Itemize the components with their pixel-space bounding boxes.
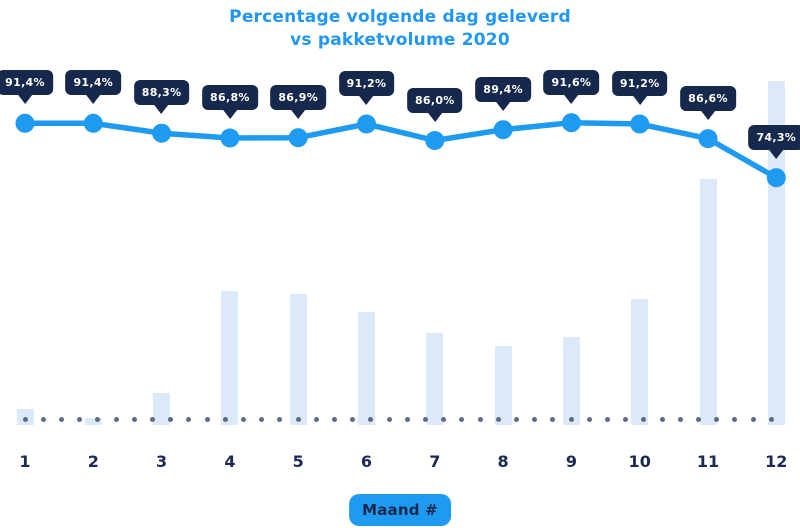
line-point-marker-11 xyxy=(698,129,718,149)
x-tick-label-11: 11 xyxy=(696,452,720,471)
baseline-dot xyxy=(40,416,46,422)
volume-bar-4 xyxy=(221,291,239,425)
x-tick-label-8: 8 xyxy=(497,452,509,471)
volume-bar-12 xyxy=(767,81,785,425)
chart-title: Percentage volgende dag geleverd vs pakk… xyxy=(0,6,800,52)
volume-bar-8 xyxy=(494,346,512,425)
x-tick-label-4: 4 xyxy=(224,452,236,471)
line-point-marker-8 xyxy=(493,120,513,140)
x-tick-label-10: 10 xyxy=(628,452,651,471)
baseline-dot xyxy=(604,416,610,422)
baseline-dot xyxy=(495,416,501,422)
volume-bar-2 xyxy=(84,418,102,425)
value-tooltip-6: 91,2% xyxy=(338,71,395,96)
baseline-dot xyxy=(623,416,629,422)
chart-title-line1: Percentage volgende dag geleverd xyxy=(229,7,571,27)
baseline-dot xyxy=(113,416,119,422)
baseline-dot xyxy=(313,416,319,422)
x-tick-label-9: 9 xyxy=(565,452,577,471)
value-tooltip-4: 86,8% xyxy=(202,85,258,110)
baseline-dot xyxy=(222,416,228,422)
value-tooltip-7: 86,0% xyxy=(406,87,463,113)
line-point-marker-2 xyxy=(83,113,103,133)
baseline-dot xyxy=(513,416,519,422)
baseline-dot xyxy=(350,416,356,422)
baseline-dot xyxy=(277,416,283,422)
volume-bar-7 xyxy=(426,333,444,425)
volume-bar-9 xyxy=(562,337,580,425)
volume-bar-11 xyxy=(699,179,717,425)
line-point-marker-3 xyxy=(152,123,172,143)
baseline-dot xyxy=(550,416,556,422)
baseline-dot xyxy=(58,416,64,422)
baseline-dot xyxy=(477,416,483,422)
baseline-dot xyxy=(459,416,465,422)
volume-bar-3 xyxy=(153,393,171,425)
value-tooltip-10: 91,2% xyxy=(611,71,668,96)
line-point-marker-6 xyxy=(357,114,376,134)
baseline-dot xyxy=(131,416,137,422)
baseline-dot xyxy=(441,416,447,422)
baseline-dot xyxy=(259,416,265,422)
x-tick-label-3: 3 xyxy=(156,452,168,471)
x-tick-label-12: 12 xyxy=(765,452,788,471)
value-tooltip-2: 91,4% xyxy=(65,70,122,96)
baseline-dot xyxy=(641,416,647,422)
line-point-marker-10 xyxy=(630,114,650,134)
baseline-dot xyxy=(659,416,665,422)
baseline-dot xyxy=(77,416,83,422)
x-tick-label-7: 7 xyxy=(429,452,441,471)
x-tick-label-2: 2 xyxy=(87,452,99,471)
baseline-dot xyxy=(568,416,574,422)
volume-bar-10 xyxy=(631,299,649,425)
baseline-dot xyxy=(331,416,337,422)
value-tooltip-5: 86,9% xyxy=(270,84,327,110)
delivery-percentage-line xyxy=(22,119,780,181)
baseline-dot xyxy=(240,416,246,422)
baseline-dot xyxy=(714,416,720,422)
baseline-dot xyxy=(368,416,374,422)
value-tooltip-12: 74,3% xyxy=(748,124,800,150)
chart-title-line2: vs pakketvolume 2020 xyxy=(290,30,510,50)
baseline-dot xyxy=(732,416,738,422)
baseline-dot xyxy=(386,416,392,422)
baseline-dot xyxy=(677,416,683,422)
baseline-dot xyxy=(204,416,210,422)
baseline-dot xyxy=(695,416,701,422)
line-point-marker-7 xyxy=(425,131,445,150)
baseline-dot xyxy=(95,416,101,422)
value-tooltip-3: 88,3% xyxy=(133,80,190,106)
line-point-marker-1 xyxy=(15,113,35,133)
volume-bar-5 xyxy=(289,294,307,425)
baseline-dot xyxy=(532,416,538,422)
baseline-dot xyxy=(22,416,28,422)
line-point-marker-4 xyxy=(220,128,240,148)
baseline-dot xyxy=(404,416,410,422)
x-axis-label-badge: Maand # xyxy=(349,494,451,526)
baseline-dot xyxy=(586,416,592,422)
baseline-dot xyxy=(186,416,192,422)
value-tooltip-9: 91,6% xyxy=(543,69,600,95)
line-point-marker-12 xyxy=(766,168,786,188)
baseline-dot xyxy=(295,416,301,422)
baseline-dot xyxy=(168,416,174,422)
x-tick-label-6: 6 xyxy=(360,452,373,471)
baseline-dot xyxy=(149,416,155,422)
value-tooltip-1: 91,4% xyxy=(0,70,53,96)
baseline-dot xyxy=(768,416,774,422)
value-tooltip-8: 89,4% xyxy=(475,76,531,102)
baseline-dot xyxy=(422,416,428,422)
value-tooltip-11: 86,6% xyxy=(680,85,736,111)
volume-bar-6 xyxy=(358,312,375,425)
baseline-dot xyxy=(750,416,756,422)
x-tick-label-5: 5 xyxy=(292,452,304,471)
line-point-marker-9 xyxy=(561,113,581,133)
line-point-marker-5 xyxy=(288,128,308,148)
x-tick-label-1: 1 xyxy=(19,452,31,471)
